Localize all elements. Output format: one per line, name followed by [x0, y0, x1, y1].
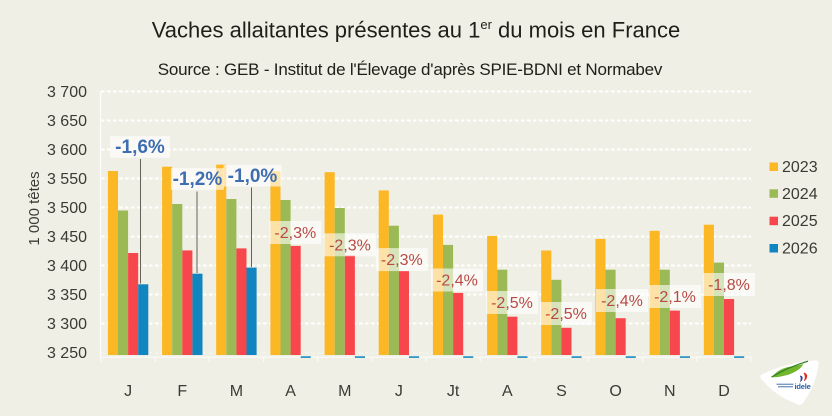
svg-text:-2,3%: -2,3%: [329, 237, 371, 254]
svg-text:F: F: [177, 383, 187, 400]
svg-text:3 300: 3 300: [47, 316, 87, 333]
svg-text:3 250: 3 250: [47, 345, 87, 362]
svg-text:A: A: [502, 383, 513, 400]
svg-text:J: J: [124, 383, 132, 400]
svg-text:Jt: Jt: [447, 383, 460, 400]
svg-text:-2,5%: -2,5%: [491, 295, 533, 312]
svg-text:N: N: [664, 383, 676, 400]
svg-text:M: M: [338, 383, 351, 400]
svg-text:3 650: 3 650: [47, 113, 87, 130]
svg-text:M: M: [230, 383, 243, 400]
svg-text:3 700: 3 700: [47, 84, 87, 101]
svg-text:2024: 2024: [782, 186, 818, 203]
svg-text:2025: 2025: [782, 213, 818, 230]
svg-text:3 400: 3 400: [47, 258, 87, 275]
svg-text:3 350: 3 350: [47, 287, 87, 304]
svg-text:D: D: [718, 383, 730, 400]
svg-text:-2,4%: -2,4%: [601, 293, 643, 310]
svg-text:-1,8%: -1,8%: [708, 277, 750, 294]
svg-text:-2,1%: -2,1%: [654, 289, 696, 306]
svg-text:-1,6%: -1,6%: [115, 137, 165, 158]
svg-text:3 450: 3 450: [47, 229, 87, 246]
svg-text:-2,3%: -2,3%: [274, 225, 316, 242]
svg-text:idele: idele: [795, 382, 811, 391]
svg-text:-1,0%: -1,0%: [228, 166, 278, 187]
svg-text:-2,3%: -2,3%: [381, 252, 423, 269]
svg-text:3 600: 3 600: [47, 142, 87, 159]
svg-text:-2,5%: -2,5%: [545, 306, 587, 323]
svg-text:3 550: 3 550: [47, 171, 87, 188]
svg-text:-1,2%: -1,2%: [173, 169, 223, 190]
svg-text:S: S: [556, 383, 567, 400]
svg-text:O: O: [609, 383, 621, 400]
svg-text:2023: 2023: [782, 159, 818, 176]
svg-text:3 500: 3 500: [47, 200, 87, 217]
svg-text:-2,4%: -2,4%: [436, 273, 478, 290]
svg-text:1 000 têtes: 1 000 têtes: [26, 171, 43, 245]
svg-text:A: A: [285, 383, 296, 400]
svg-text:2026: 2026: [782, 241, 818, 258]
svg-text:J: J: [395, 383, 403, 400]
